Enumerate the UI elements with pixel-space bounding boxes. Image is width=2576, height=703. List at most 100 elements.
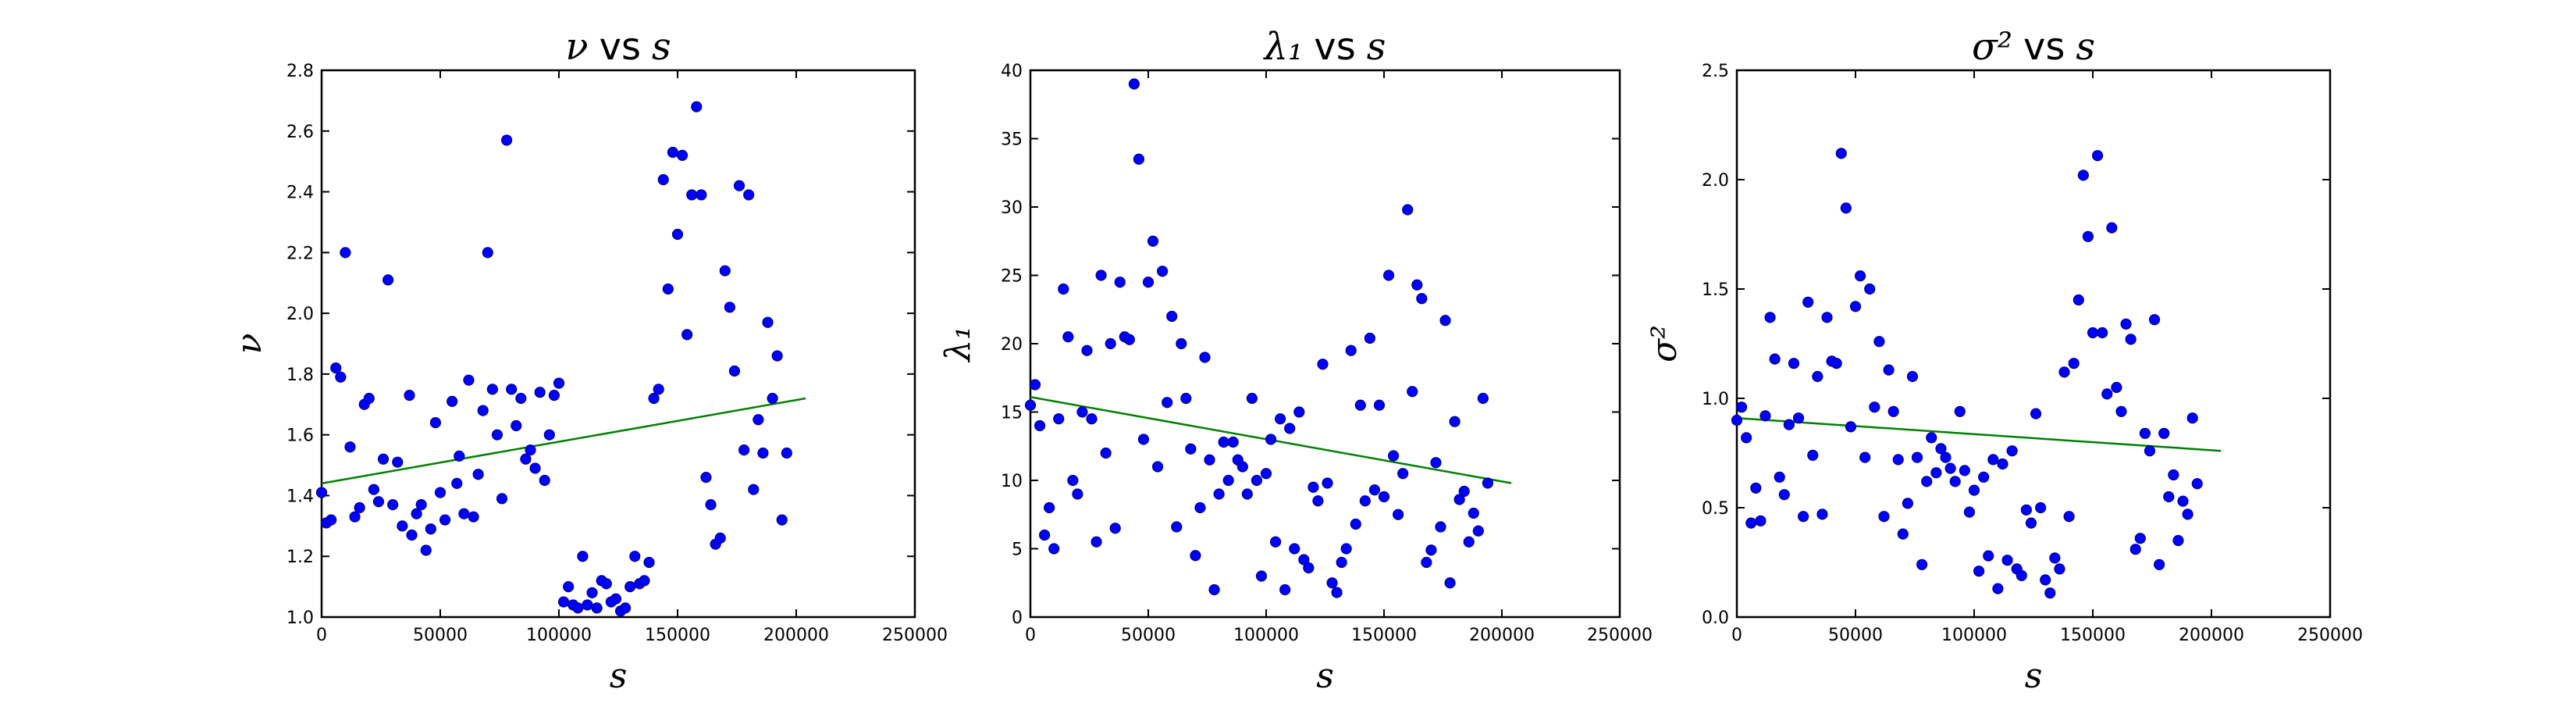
data-point (1359, 495, 1371, 507)
data-point (397, 520, 408, 532)
y-axis-label: λ₁ (938, 326, 978, 363)
data-point (553, 377, 565, 389)
data-point (340, 247, 351, 259)
data-point (468, 511, 479, 523)
data-point (671, 228, 684, 241)
data-point (1053, 413, 1065, 425)
data-point (2058, 366, 2070, 378)
data-point (1973, 566, 1985, 577)
data-point (1368, 484, 1381, 496)
panel-sigma2-vs-s: 0 50000 100000 150000 200000 250000 0.0 0.5 1.0 1… (1645, 25, 2363, 696)
data-point (548, 390, 560, 401)
plot-frame (1735, 69, 2332, 619)
data-point (2025, 517, 2037, 529)
data-point (1759, 410, 1771, 422)
data-point (429, 417, 442, 429)
data-point (1393, 509, 1404, 520)
data-point (700, 472, 712, 484)
y-tick-label: 5 (1012, 541, 1023, 560)
data-point (1151, 461, 1164, 473)
y-tick-label: 1.0 (1702, 390, 1729, 409)
panel-lambda1-vs-s: 0 50000 100000 150000 200000 250000 0 5 10 15 20 25… (938, 25, 1653, 696)
data-point (1213, 488, 1225, 500)
x-tick-label: 50000 (1121, 626, 1176, 645)
data-point (1142, 277, 1155, 288)
data-point (696, 189, 707, 201)
x-tick-label: 0 (1025, 626, 1036, 645)
x-tick-label: 200000 (763, 626, 829, 645)
data-point (1835, 148, 1847, 159)
data-point (486, 384, 498, 395)
data-point (2111, 381, 2122, 394)
data-point (681, 329, 693, 341)
data-point (315, 487, 328, 498)
x-tick-label: 150000 (2060, 626, 2126, 645)
data-point (1260, 468, 1272, 480)
data-point (1831, 358, 1842, 369)
data-point (1255, 570, 1268, 582)
data-point (1109, 523, 1121, 534)
data-point (2001, 555, 2013, 566)
data-point (1477, 392, 1489, 405)
data-point (2177, 495, 2189, 507)
data-point (1731, 414, 1743, 426)
data-point (539, 474, 550, 487)
data-point (2163, 491, 2175, 503)
y-axis-label: σ² (1645, 325, 1685, 362)
y-tick-label: 20 (1001, 335, 1023, 355)
x-axis-label: s (2025, 656, 2043, 696)
chart-title: ν vs s (565, 25, 671, 69)
data-point (534, 387, 546, 398)
data-point (1444, 577, 1456, 589)
data-point (1081, 344, 1093, 356)
data-point (1921, 476, 1933, 487)
data-point (719, 265, 731, 277)
data-point (382, 274, 394, 286)
data-point (1350, 518, 1361, 530)
data-point (648, 392, 660, 405)
data-point (1959, 465, 1970, 476)
data-point (1029, 379, 1041, 391)
chart-title: λ₁ vs s (1263, 25, 1386, 69)
data-point (1798, 511, 1809, 523)
y-tick-label: 2.8 (286, 62, 314, 81)
data-point (748, 484, 760, 495)
data-point (1859, 451, 1871, 463)
data-point (2030, 408, 2042, 419)
data-point (1997, 458, 2008, 470)
data-point (676, 149, 688, 161)
fit-line (1736, 416, 2222, 452)
data-point (1916, 558, 1928, 570)
data-point (1992, 583, 2004, 594)
data-point (2139, 427, 2151, 439)
data-point (372, 496, 385, 508)
data-point (1157, 266, 1169, 277)
data-point (2040, 574, 2051, 586)
data-point (771, 350, 783, 362)
data-point (2091, 150, 2104, 162)
data-point (1058, 283, 1069, 295)
y-tick-label: 1.5 (1702, 280, 1729, 300)
data-point (511, 419, 522, 432)
data-point (1218, 436, 1229, 448)
data-point (1802, 296, 1814, 308)
data-point (781, 447, 792, 459)
data-point (629, 551, 641, 562)
data-point (406, 529, 418, 541)
data-point (1387, 450, 1400, 462)
data-point (1741, 432, 1752, 444)
y-tick-label: 2.2 (286, 244, 314, 263)
data-point (691, 101, 703, 112)
data-point (2077, 170, 2089, 181)
data-point (2068, 358, 2080, 369)
data-point (1114, 277, 1126, 288)
data-point (415, 499, 427, 511)
data-point (586, 587, 598, 598)
x-tick-label: 50000 (413, 626, 468, 645)
y-tick-label: 2.5 (1702, 62, 1729, 81)
data-point (1840, 202, 1852, 214)
data-point (1180, 392, 1192, 405)
data-point (2144, 445, 2156, 457)
x-tick-label: 50000 (1828, 626, 1883, 645)
x-tick-label: 250000 (1587, 626, 1653, 645)
